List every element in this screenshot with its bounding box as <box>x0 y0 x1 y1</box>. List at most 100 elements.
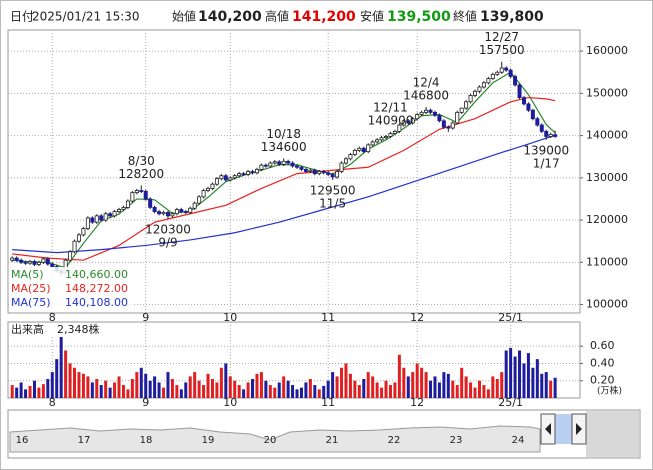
volume-bar <box>153 376 157 398</box>
candle-body <box>441 120 446 128</box>
candle-body <box>99 215 104 221</box>
candle-body <box>303 168 308 172</box>
volume-bar <box>509 347 513 398</box>
candle-body <box>14 257 19 261</box>
candle-body <box>335 171 340 178</box>
volume-bar <box>415 363 419 398</box>
volume-bar <box>64 350 68 398</box>
candle-body <box>183 211 188 214</box>
candle-body <box>348 154 353 160</box>
volume-bar <box>549 380 553 398</box>
navigator-label: 21 <box>326 435 339 446</box>
low-value: 139,500 <box>387 9 451 25</box>
navigator-label: 17 <box>78 435 91 446</box>
annotation-date: 12/4 <box>413 75 440 89</box>
volume-bar <box>313 385 317 398</box>
volume-bar <box>277 382 281 398</box>
annotation-value: 129500 <box>310 183 356 197</box>
candle-body <box>521 97 526 105</box>
volume-bar <box>371 376 375 398</box>
candle-body <box>170 213 175 217</box>
candle-body <box>352 149 357 156</box>
x-tick-label: 25/1 <box>498 311 523 324</box>
volume-bar <box>55 359 59 398</box>
candle-body <box>121 207 126 210</box>
volume-bar <box>295 389 299 398</box>
candle-body <box>308 169 313 172</box>
candle-body <box>36 261 41 265</box>
volume-bar <box>273 387 277 398</box>
candle-body <box>41 258 46 263</box>
volume-bar <box>95 379 99 398</box>
volume-bar <box>442 372 446 398</box>
volume-bar <box>121 385 125 398</box>
candle-body <box>388 133 393 137</box>
candle-body <box>326 172 331 175</box>
candle-body <box>281 160 286 165</box>
annotation-value: 128200 <box>118 167 164 181</box>
volume-bar <box>353 380 357 398</box>
volume-y-tick-label: 0.40 <box>590 356 615 369</box>
volume-bar <box>317 389 321 398</box>
candle-body <box>473 90 478 96</box>
navigator-label: 18 <box>140 435 153 446</box>
candle-body <box>148 198 153 208</box>
volume-bar <box>344 363 348 398</box>
volume-y-tick-label: 0.20 <box>590 374 615 387</box>
candle-body <box>165 212 170 217</box>
navigator-label: 22 <box>388 435 401 446</box>
volume-bar <box>380 387 384 398</box>
volume-bar <box>233 380 237 398</box>
candle-body <box>210 183 215 189</box>
candle-body <box>526 103 531 111</box>
volume-bar <box>357 385 361 398</box>
candle-body <box>143 190 148 200</box>
candle-body <box>286 160 291 164</box>
volume-bar <box>144 373 148 398</box>
candle-body <box>192 202 197 209</box>
candle-body <box>339 162 344 172</box>
volume-bar <box>518 350 522 398</box>
y-tick-label: 140000 <box>586 129 628 142</box>
date-label: 日付 <box>10 10 34 24</box>
volume-bar <box>28 385 32 398</box>
volume-bar <box>455 385 459 398</box>
candle-body <box>232 175 237 179</box>
candle-body <box>28 261 33 264</box>
volume-bar <box>282 376 286 398</box>
candle-body <box>401 120 406 126</box>
candle-body <box>134 190 139 194</box>
close-value: 139,800 <box>480 9 544 25</box>
volume-bar <box>491 376 495 398</box>
candle-body <box>259 164 264 170</box>
volume-bar <box>219 367 223 398</box>
candle-body <box>379 137 384 141</box>
volume-bar <box>113 382 117 398</box>
right-arrow <box>576 423 582 435</box>
candle-body <box>517 84 522 98</box>
volume-bar <box>531 367 535 398</box>
volume-bar <box>32 380 36 398</box>
volume-bar <box>19 382 23 398</box>
volume-bar <box>24 389 28 398</box>
volume-bar <box>291 385 295 398</box>
candle-body <box>161 212 166 215</box>
volume-bar <box>50 372 54 398</box>
candle-body <box>424 109 429 113</box>
candle-body <box>432 111 437 116</box>
candle-body <box>419 111 424 115</box>
x-tick-label: 25/1 <box>498 396 523 409</box>
candle-body <box>10 257 15 261</box>
candle-body <box>295 165 300 168</box>
legend-value: 140,660.00 <box>65 268 128 281</box>
y-tick-label: 150000 <box>586 86 628 99</box>
navigator-window[interactable] <box>555 414 572 444</box>
volume-bar <box>420 367 424 398</box>
volume-bar <box>104 380 108 398</box>
volume-bar <box>10 385 14 398</box>
volume-bar <box>202 385 206 398</box>
volume-bar <box>81 373 85 398</box>
volume-bar <box>331 372 335 398</box>
volume-title: 出来高 <box>11 322 44 336</box>
annotation-date: 1/17 <box>533 156 560 170</box>
